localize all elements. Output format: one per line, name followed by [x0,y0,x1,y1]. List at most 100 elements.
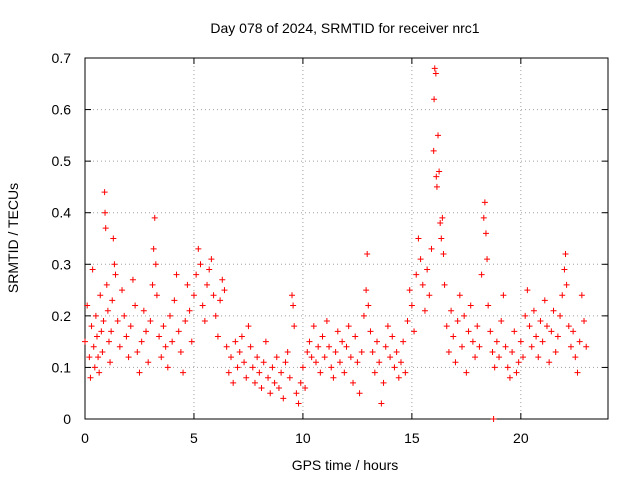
data-point [406,287,413,294]
data-point [472,354,479,361]
plot-frame [84,57,609,420]
data-point [210,292,217,299]
data-point [411,328,418,335]
data-point [99,348,106,355]
data-point [95,354,102,361]
y-tick-label: 0.7 [52,50,72,66]
data-point [225,369,232,376]
data-point [86,354,93,361]
data-point [578,292,585,299]
data-point [290,302,297,309]
data-point [376,359,383,366]
data-point [132,302,139,309]
data-point [476,343,483,350]
data-point [156,333,163,340]
data-point [321,354,328,361]
data-point [208,256,215,263]
data-point [490,416,497,422]
data-point [352,333,359,340]
data-point [408,302,415,309]
data-point [286,374,293,381]
data-point [554,333,561,340]
data-point [493,338,500,345]
data-point [530,307,537,314]
data-point [454,318,461,325]
data-point [581,318,588,325]
data-point [121,312,128,319]
data-point [90,343,97,350]
data-points [82,65,590,422]
grid-lines [85,58,608,419]
x-axis-label: GPS time / hours [292,457,399,473]
data-point [112,271,119,278]
data-point [419,281,426,288]
data-point [378,400,385,407]
data-point [469,338,476,345]
data-point [171,297,178,304]
data-point [100,318,107,325]
data-point [82,338,88,345]
data-point [561,266,568,273]
data-point [485,302,492,309]
data-point [123,333,130,340]
data-point [562,250,569,257]
data-point [552,348,559,355]
data-point [450,333,457,340]
data-point [487,328,494,335]
data-point [212,312,219,319]
data-point [369,348,376,355]
data-point [339,338,346,345]
data-point [149,281,156,288]
data-point [291,323,298,330]
data-point [282,359,289,366]
x-tick-label: 20 [513,430,529,446]
data-point [271,379,278,386]
data-point [539,338,546,345]
data-point [478,271,485,278]
data-point [364,250,371,257]
data-point [550,307,557,314]
data-point [537,318,544,325]
data-point [119,287,126,294]
data-point [103,281,110,288]
data-point [441,281,448,288]
data-point [247,343,254,350]
data-point [102,209,109,216]
data-point [332,348,339,355]
data-point [567,343,574,350]
data-point [343,343,350,350]
data-point [293,390,300,397]
data-point [574,369,581,376]
data-point [548,328,555,335]
x-tick-label: 15 [404,430,420,446]
data-point [214,333,221,340]
data-point [267,390,274,397]
data-point [402,369,409,376]
data-point [295,400,302,407]
data-point [330,374,337,381]
data-point [177,348,184,355]
data-point [424,266,431,273]
data-point [199,302,206,309]
data-point [374,338,381,345]
data-point [570,328,577,335]
x-tick-label: 5 [190,430,198,446]
data-point [162,343,169,350]
data-point [87,374,94,381]
data-point [326,343,333,350]
data-point [541,297,548,304]
data-point [433,183,440,190]
data-point [275,385,282,392]
y-tick-label: 0.1 [52,359,72,375]
data-point [269,364,276,371]
data-point [345,323,352,330]
data-point [533,333,540,340]
data-point [448,307,455,314]
data-point [150,245,157,252]
data-point [93,333,100,340]
data-point [437,220,444,227]
data-point [382,343,389,350]
data-point [114,318,121,325]
